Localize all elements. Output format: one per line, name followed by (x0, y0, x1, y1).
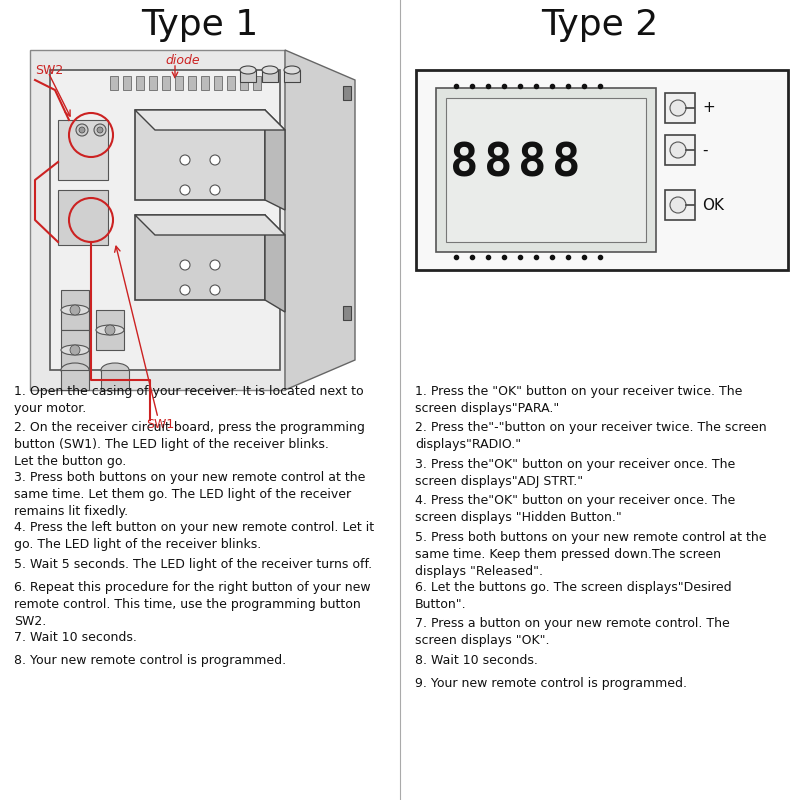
Bar (665, 93, 695, 123)
Bar (201, 76, 209, 90)
Bar (262, 70, 278, 82)
Circle shape (210, 185, 220, 195)
Ellipse shape (61, 305, 89, 315)
Text: 7. Wait 10 seconds.: 7. Wait 10 seconds. (14, 630, 137, 661)
Bar (61, 370, 89, 390)
Text: SW2: SW2 (35, 63, 63, 77)
Bar (416, 70, 788, 270)
Text: 9. Your new remote control is programmed.: 9. Your new remote control is programmed… (415, 677, 687, 690)
Text: 8: 8 (450, 142, 478, 186)
Polygon shape (265, 110, 285, 210)
Bar (188, 76, 196, 90)
Bar (343, 86, 351, 100)
Text: 6. Let the buttons go. The screen displays"Desired
Button".: 6. Let the buttons go. The screen displa… (415, 581, 732, 628)
Circle shape (70, 345, 80, 355)
Bar (284, 70, 300, 82)
Bar (240, 70, 256, 82)
Bar (101, 370, 129, 390)
Bar (58, 120, 108, 180)
Polygon shape (135, 215, 285, 235)
Text: 8. Wait 10 seconds.: 8. Wait 10 seconds. (415, 654, 538, 684)
Polygon shape (285, 50, 355, 390)
Text: +: + (702, 101, 714, 115)
Text: 5. Wait 5 seconds. The LED light of the receiver turns off.: 5. Wait 5 seconds. The LED light of the … (14, 558, 372, 588)
Bar (61, 330, 89, 370)
Text: 3. Press both buttons on your new remote control at the
same time. Let them go. : 3. Press both buttons on your new remote… (14, 471, 366, 535)
Text: 6. Repeat this procedure for the right button of your new
remote control. This t: 6. Repeat this procedure for the right b… (14, 581, 370, 645)
Bar (96, 310, 124, 350)
Polygon shape (265, 215, 285, 312)
Circle shape (210, 260, 220, 270)
Text: 3. Press the"OK" button on your receiver once. The
screen displays"ADJ STRT.": 3. Press the"OK" button on your receiver… (415, 458, 735, 505)
Bar (123, 76, 131, 90)
Circle shape (670, 197, 686, 213)
Text: 5. Press both buttons on your new remote control at the
same time. Keep them pre: 5. Press both buttons on your new remote… (415, 531, 766, 594)
Ellipse shape (284, 66, 300, 74)
Bar (135, 215, 265, 300)
Circle shape (97, 127, 103, 133)
Text: OK: OK (702, 198, 724, 213)
Circle shape (210, 155, 220, 165)
Text: SW1: SW1 (146, 418, 174, 431)
Text: 8: 8 (552, 142, 580, 186)
Bar (665, 135, 695, 165)
Text: 8. Your new remote control is programmed.: 8. Your new remote control is programmed… (14, 654, 286, 666)
Ellipse shape (61, 363, 89, 377)
Circle shape (180, 260, 190, 270)
Circle shape (180, 285, 190, 295)
Polygon shape (135, 110, 285, 130)
Text: 8: 8 (484, 142, 512, 186)
Bar (61, 290, 89, 330)
Bar (175, 76, 183, 90)
Bar (436, 88, 656, 252)
Circle shape (76, 124, 88, 136)
Bar (162, 76, 170, 90)
Text: 7. Press a button on your new remote control. The
screen displays "OK".: 7. Press a button on your new remote con… (415, 617, 730, 664)
Ellipse shape (96, 325, 124, 335)
Bar (149, 76, 157, 90)
Text: 4. Press the"OK" button on your receiver once. The
screen displays "Hidden Butto: 4. Press the"OK" button on your receiver… (415, 494, 735, 542)
Circle shape (180, 155, 190, 165)
Text: Type 2: Type 2 (542, 8, 658, 42)
Bar (214, 76, 222, 90)
Bar (227, 76, 235, 90)
Bar (446, 98, 646, 242)
Polygon shape (50, 70, 280, 370)
Circle shape (79, 127, 85, 133)
Bar (665, 190, 695, 220)
Ellipse shape (262, 66, 278, 74)
Polygon shape (30, 50, 285, 390)
Circle shape (94, 124, 106, 136)
Bar (240, 76, 248, 90)
Ellipse shape (101, 363, 129, 377)
Circle shape (180, 185, 190, 195)
Bar (58, 190, 108, 245)
Circle shape (670, 142, 686, 158)
Circle shape (70, 305, 80, 315)
Circle shape (670, 100, 686, 116)
Bar (253, 76, 261, 90)
Bar (110, 76, 118, 90)
Text: 4. Press the left button on your new remote control. Let it
go. The LED light of: 4. Press the left button on your new rem… (14, 522, 374, 568)
Text: 8: 8 (518, 142, 546, 186)
Text: Type 1: Type 1 (142, 8, 258, 42)
Text: 1. Open the casing of your receiver. It is located next to
your motor.: 1. Open the casing of your receiver. It … (14, 385, 364, 432)
Text: 1. Press the "OK" button on your receiver twice. The
screen displays"PARA.": 1. Press the "OK" button on your receive… (415, 385, 742, 432)
Ellipse shape (61, 345, 89, 355)
Circle shape (210, 285, 220, 295)
Bar (135, 110, 265, 200)
Text: -: - (702, 142, 707, 158)
Text: diode: diode (165, 54, 200, 66)
Text: 2. Press the"-"button on your receiver twice. The screen
displays"RADIO.": 2. Press the"-"button on your receiver t… (415, 422, 766, 469)
Ellipse shape (240, 66, 256, 74)
Text: 2. On the receiver circuit board, press the programming
button (SW1). The LED li: 2. On the receiver circuit board, press … (14, 422, 365, 486)
Bar (343, 306, 351, 320)
Bar (136, 76, 144, 90)
Circle shape (105, 325, 115, 335)
